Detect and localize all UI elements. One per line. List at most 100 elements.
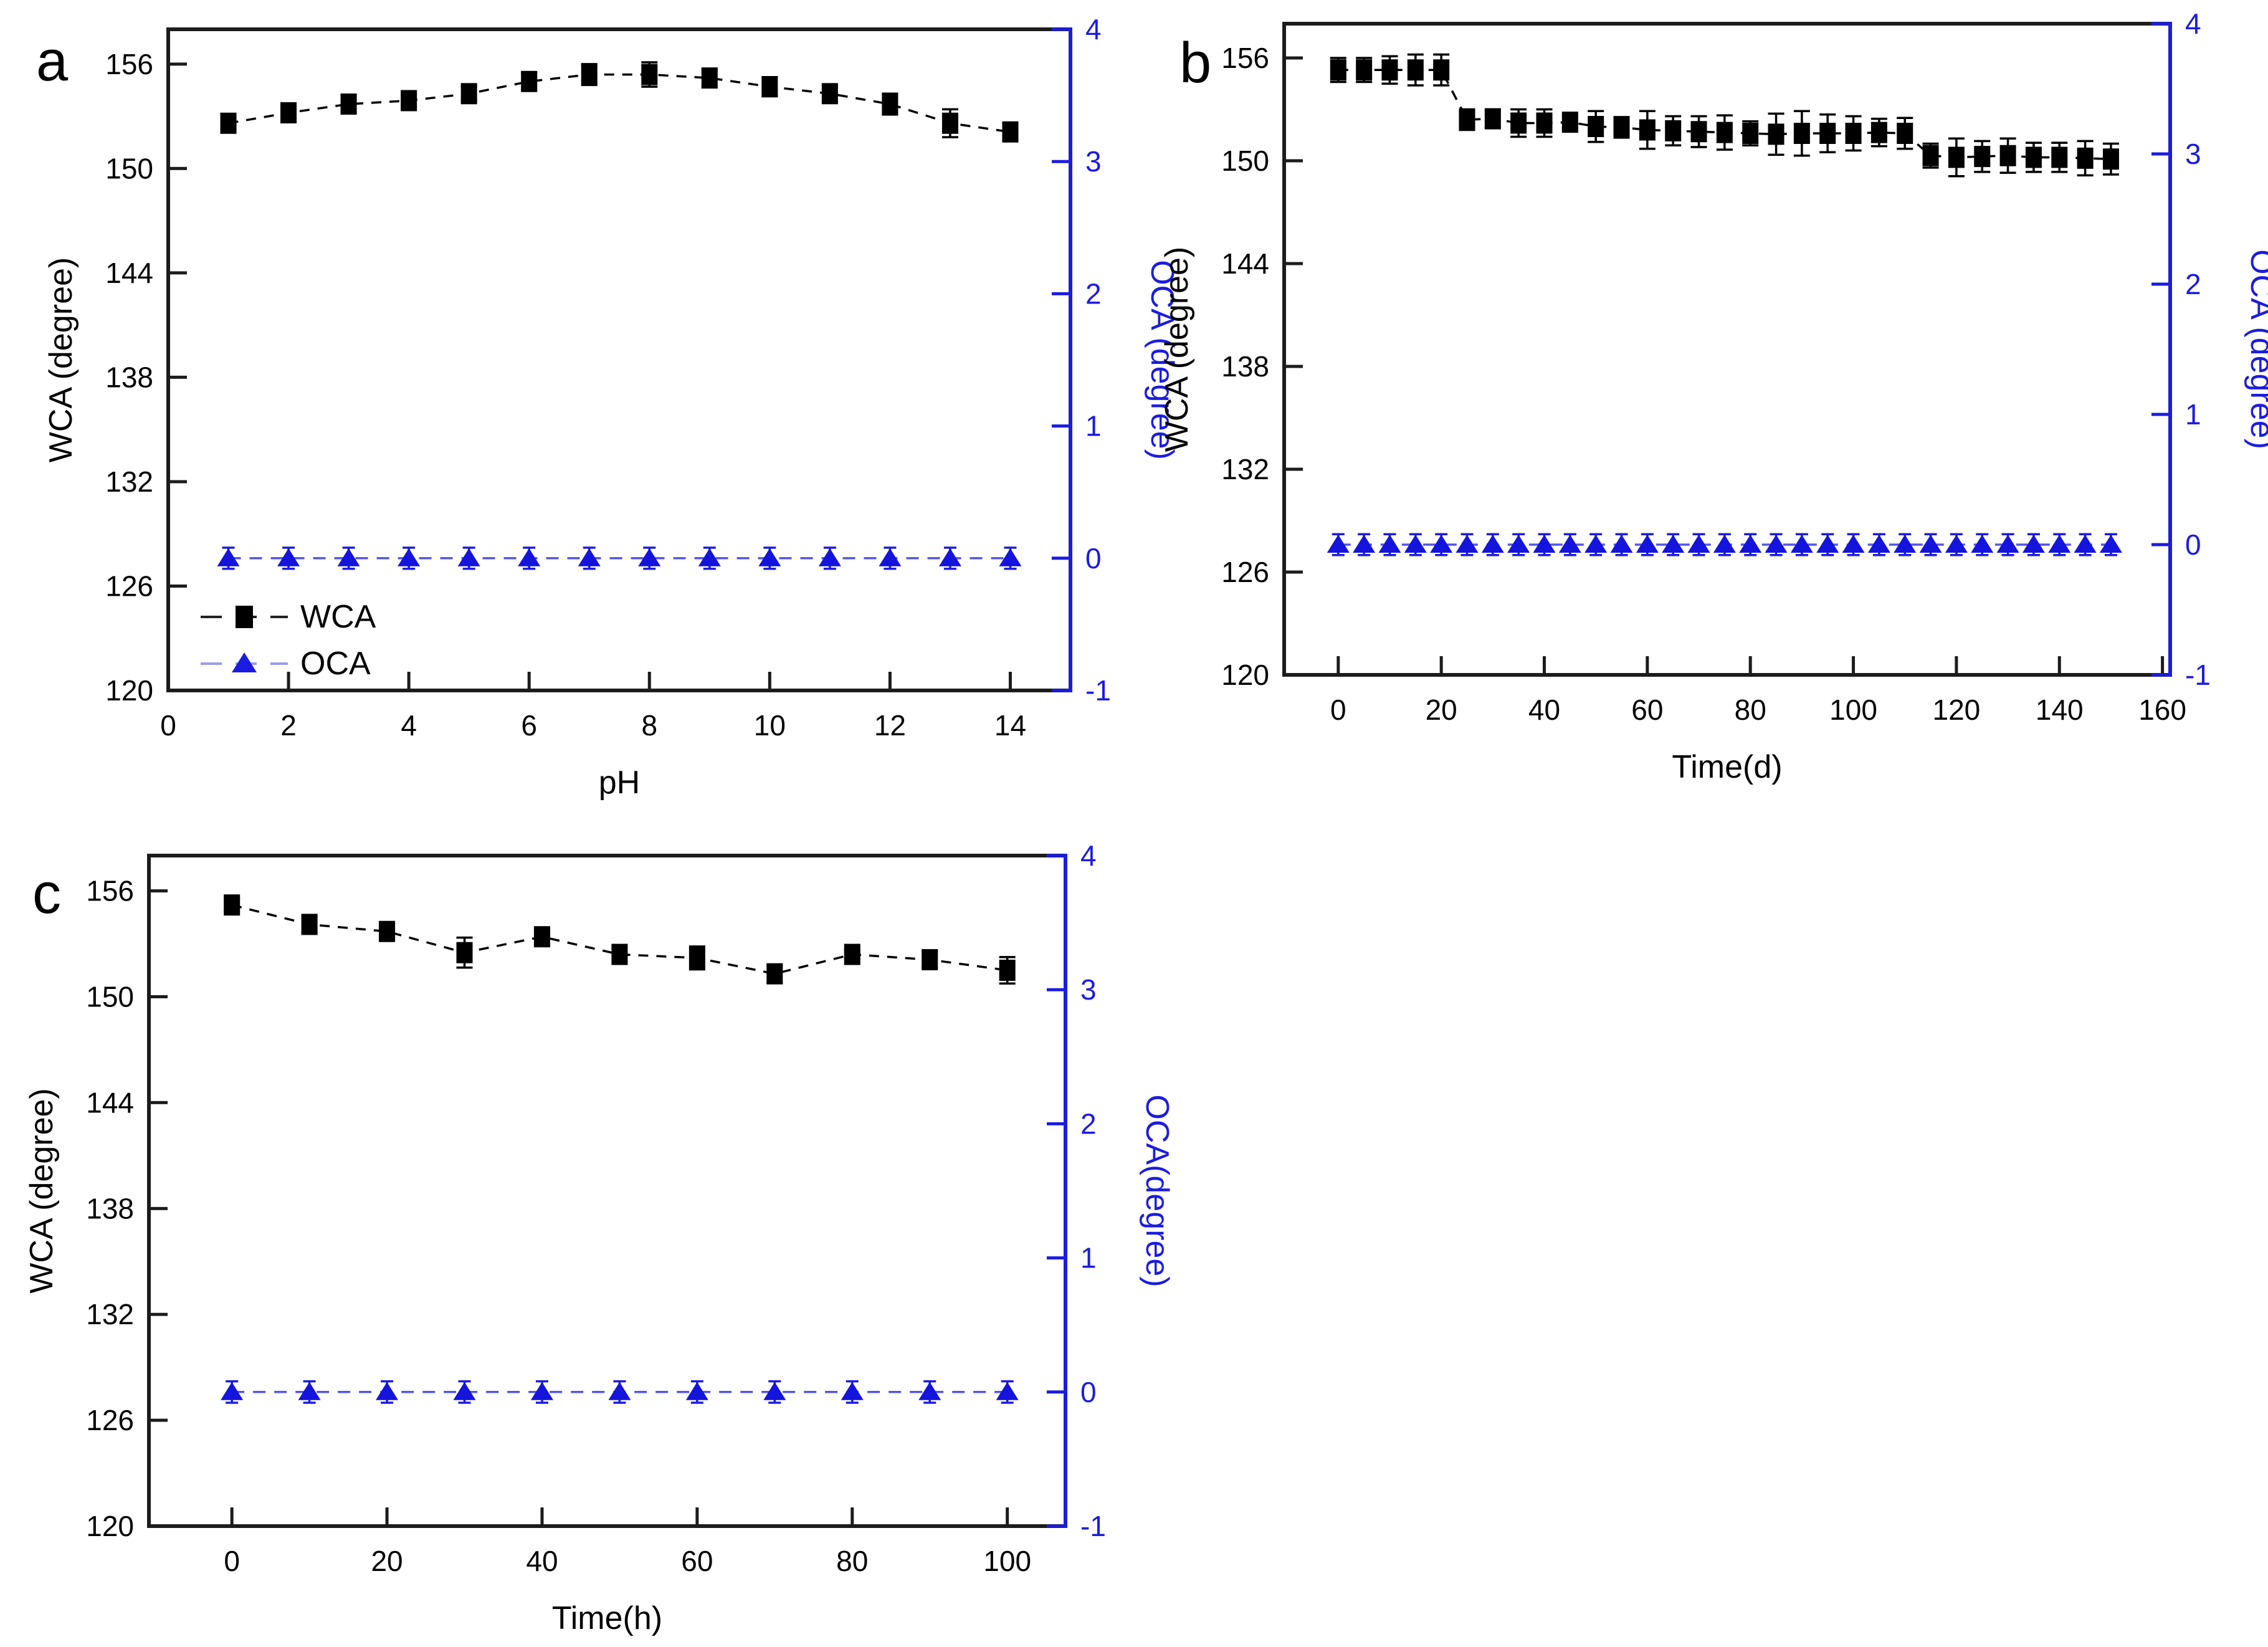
svg-text:132: 132 (1221, 453, 1269, 485)
y-left-axis-ticks: 120 126 132 138 144 150 156 (1221, 42, 1303, 691)
svg-text:144: 144 (86, 1086, 134, 1119)
svg-text:3: 3 (2185, 138, 2201, 170)
wca-square-marker (1588, 116, 1604, 137)
wca-square-marker (821, 83, 838, 105)
svg-text:12: 12 (874, 709, 906, 742)
wca-square-marker (1870, 122, 1887, 143)
wca-square-marker (2077, 147, 2094, 169)
wca-square-marker (941, 112, 958, 134)
axis-titles: WCA (degree) pH OCA (degree) (43, 257, 1180, 801)
x-axis-ticks: 0 20 40 60 80 100 120 140 160 (1330, 656, 2186, 726)
svg-text:6: 6 (521, 709, 537, 742)
oca-triangle-marker (376, 1382, 399, 1400)
oca-triangle-marker (530, 1382, 553, 1400)
svg-text:0: 0 (224, 1545, 240, 1577)
wca-square-marker (460, 83, 477, 105)
svg-text:120: 120 (1933, 694, 1981, 726)
oca-series (1327, 533, 2122, 556)
wca-square-marker (1510, 112, 1527, 134)
svg-text:1: 1 (1080, 1242, 1097, 1274)
wca-square-marker (1999, 145, 2016, 166)
svg-text:0: 0 (160, 709, 176, 742)
svg-text:144: 144 (1221, 247, 1269, 280)
oca-triangle-marker (638, 548, 661, 566)
y-left-axis-title: WCA (degree) (43, 257, 79, 462)
y-left-axis-ticks: 120 126 132 138 144 150 156 (86, 875, 168, 1542)
wca-square-marker (533, 926, 550, 948)
wca-markers (220, 64, 1019, 143)
oca-triangle-marker (1533, 535, 1556, 553)
oca-triangle-marker (1919, 535, 1942, 553)
wca-square-marker (844, 943, 860, 965)
wca-square-marker (456, 942, 473, 963)
chart-panel-c: 120 126 132 138 144 150 156 0 20 40 60 80 100 -1 0 1 2 3 4… (24, 839, 1175, 1636)
svg-text:0: 0 (1085, 542, 1102, 575)
legend-square-icon (236, 606, 253, 628)
oca-triangle-marker (2099, 535, 2122, 553)
wca-square-marker (611, 943, 628, 965)
wca-square-marker (1845, 123, 1862, 144)
svg-text:138: 138 (86, 1192, 134, 1225)
svg-text:160: 160 (2138, 694, 2186, 726)
svg-text:126: 126 (86, 1404, 134, 1436)
wca-square-marker (766, 963, 783, 985)
y-left-axis-ticks: 120 126 132 138 144 150 156 (105, 48, 187, 707)
svg-text:80: 80 (1735, 694, 1766, 726)
oca-triangle-marker (1404, 535, 1427, 553)
wca-series (1330, 53, 2119, 178)
oca-series (221, 1380, 1019, 1404)
oca-triangle-marker (1507, 535, 1530, 553)
svg-text:40: 40 (1528, 694, 1560, 726)
svg-text:120: 120 (105, 674, 153, 707)
oca-markers (1327, 535, 2122, 553)
oca-triangle-marker (2048, 535, 2071, 553)
oca-triangle-marker (1790, 535, 1813, 553)
svg-text:2: 2 (2185, 268, 2201, 300)
svg-text:40: 40 (526, 1545, 558, 1577)
wca-square-marker (922, 949, 938, 971)
oca-triangle-marker (879, 548, 902, 566)
y-right-axis-title: OCA (degree) (2244, 249, 2268, 449)
svg-text:150: 150 (105, 152, 153, 184)
wca-square-marker (1716, 122, 1733, 143)
oca-triangle-marker (818, 548, 841, 566)
svg-text:3: 3 (1085, 145, 1102, 178)
wca-error-bars (220, 61, 1019, 142)
oca-triangle-marker (1378, 535, 1401, 553)
oca-triangle-marker (2022, 535, 2045, 553)
svg-text:140: 140 (2036, 694, 2084, 726)
oca-triangle-marker (518, 548, 541, 566)
y-right-axis-title: OCA(degree) (1139, 1094, 1175, 1287)
wca-square-marker (521, 70, 538, 92)
y-right-axis-ticks: -1 0 1 2 3 4 (1047, 839, 1106, 1542)
svg-text:100: 100 (983, 1545, 1031, 1577)
svg-text:126: 126 (105, 570, 153, 602)
oca-triangle-marker (1481, 535, 1504, 553)
legend-triangle-icon (232, 652, 257, 672)
svg-text:150: 150 (86, 981, 134, 1013)
oca-triangle-marker (1739, 535, 1762, 553)
oca-triangle-marker (398, 548, 421, 566)
wca-square-marker (1561, 112, 1578, 133)
y-left-axis-title: WCA (degree) (1159, 247, 1195, 452)
wca-series (220, 61, 1019, 143)
oca-triangle-marker (698, 548, 721, 566)
svg-text:0: 0 (1080, 1376, 1097, 1408)
svg-text:4: 4 (1080, 839, 1097, 872)
wca-square-marker (1897, 123, 1913, 144)
wca-square-marker (224, 894, 241, 916)
oca-triangle-marker (457, 548, 480, 566)
wca-markers (224, 894, 1016, 985)
legend-item-wca: WCA (201, 599, 376, 635)
svg-text:120: 120 (86, 1510, 134, 1542)
oca-triangle-marker (221, 1382, 244, 1400)
svg-text:2: 2 (280, 709, 297, 742)
svg-text:100: 100 (1829, 694, 1877, 726)
wca-square-marker (1819, 123, 1836, 144)
wca-square-marker (340, 93, 357, 115)
y-right-axis-ticks: -1 0 1 2 3 4 (2151, 7, 2211, 691)
wca-square-marker (761, 76, 778, 98)
svg-text:138: 138 (105, 361, 153, 393)
svg-text:2: 2 (1080, 1107, 1097, 1140)
